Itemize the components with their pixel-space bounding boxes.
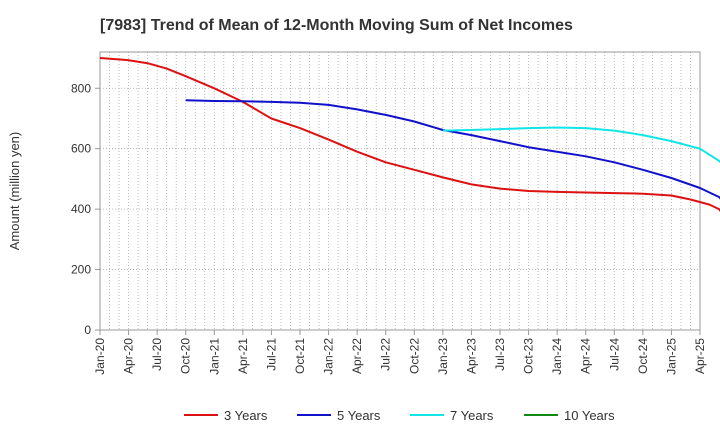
- legend-label-7-years: 7 Years: [450, 408, 494, 423]
- series-group: [99, 57, 720, 212]
- y-tick-label: 200: [71, 263, 91, 277]
- x-tick-label: Apr-23: [464, 338, 478, 374]
- x-tick-label: Jan-22: [322, 338, 336, 375]
- x-tick-label: Oct-22: [407, 338, 421, 374]
- x-tick-label: Oct-23: [522, 338, 536, 374]
- x-tick-label: Apr-24: [579, 338, 593, 374]
- legend-label-3-years: 3 Years: [224, 408, 268, 423]
- y-tick-label: 600: [71, 142, 91, 156]
- series-line-7-years: [442, 126, 720, 164]
- x-tick-label: Jan-23: [436, 338, 450, 375]
- chart-title: [7983] Trend of Mean of 12-Month Moving …: [100, 17, 573, 34]
- x-tick-label: Oct-24: [636, 338, 650, 374]
- x-tick-label: Apr-21: [236, 338, 250, 374]
- x-tick-label: Jul-20: [150, 338, 164, 371]
- x-tick-label: Jan-20: [93, 338, 107, 375]
- x-tick-label: Jul-22: [379, 338, 393, 371]
- x-tick-label: Jul-21: [264, 338, 278, 371]
- y-tick-label: 0: [84, 323, 91, 337]
- x-tick-label: Apr-25: [693, 338, 707, 374]
- x-tick-label: Jan-21: [207, 338, 221, 375]
- x-tick-label: Jan-24: [550, 338, 564, 375]
- legend: 3 Years 5 Years 7 Years 10 Years: [184, 408, 615, 423]
- series-line-5-years: [185, 99, 720, 200]
- x-tick-label: Oct-21: [293, 338, 307, 374]
- x-axis: Jan-20 Apr-20 Jul-20 Oct-20 Jan-21 Apr-21 Jul-…: [93, 330, 707, 375]
- x-tick-label: Jul-24: [607, 338, 621, 371]
- legend-label-10-years: 10 Years: [564, 408, 615, 423]
- legend-label-5-years: 5 Years: [337, 408, 381, 423]
- x-tick-label: Jan-25: [664, 338, 678, 375]
- x-tick-label: Apr-20: [122, 338, 136, 374]
- y-axis-label: Amount (million yen): [7, 132, 22, 251]
- y-tick-label: 800: [71, 81, 91, 95]
- x-tick-label: Jul-23: [493, 338, 507, 371]
- y-tick-label: 400: [71, 202, 91, 216]
- grid: [100, 52, 700, 330]
- x-tick-label: Apr-22: [350, 338, 364, 374]
- x-tick-label: Oct-20: [179, 338, 193, 374]
- series-line-3-years: [99, 57, 720, 212]
- y-axis: 0 200 400 600 800: [71, 81, 100, 337]
- plot-frame: [99, 51, 701, 331]
